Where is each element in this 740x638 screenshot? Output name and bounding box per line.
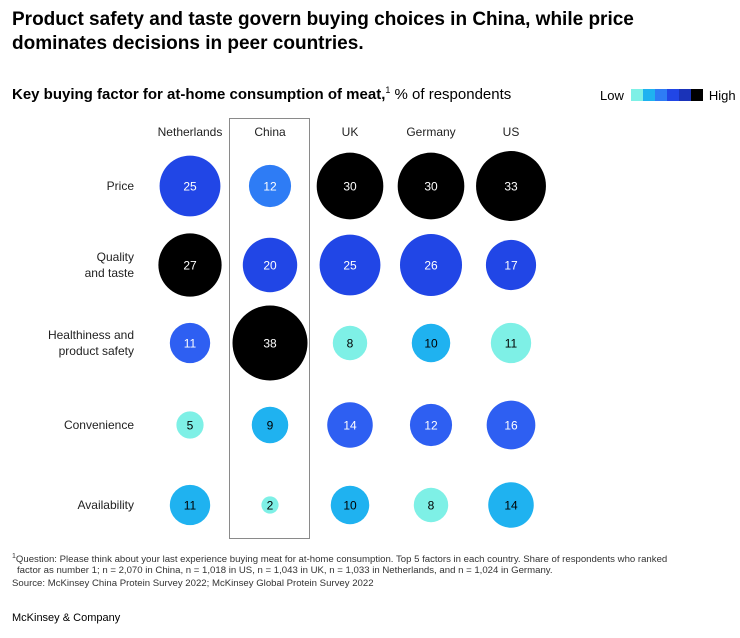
bubble-value-germany-0: 30 [424, 180, 438, 194]
bubble-value-china-2: 38 [263, 337, 277, 351]
source-note: Source: McKinsey China Protein Survey 20… [12, 578, 374, 589]
column-header-germany: Germany [406, 125, 455, 139]
bubble-us-1 [485, 239, 537, 291]
bubble-germany-2 [411, 323, 451, 363]
bubble-germany-1 [399, 233, 463, 297]
bubble-uk-0 [316, 152, 384, 220]
bubble-germany-0 [397, 152, 465, 220]
bubble-uk-2 [332, 325, 368, 361]
bubble-value-uk-2: 8 [347, 337, 354, 351]
bubble-value-netherlands-3: 5 [187, 419, 194, 433]
legend-swatch-1 [630, 89, 643, 101]
brand-name: McKinsey & Company [12, 612, 121, 624]
bubble-netherlands-4 [169, 484, 211, 526]
subtitle-footnote-marker: 1 [385, 85, 391, 95]
headline: Product safety and taste govern buying c… [12, 9, 634, 54]
bubble-value-netherlands-4: 11 [184, 499, 197, 513]
row-label-4: Availability [78, 498, 134, 512]
bubble-value-us-2: 11 [505, 337, 518, 351]
bubble-germany-3 [409, 403, 453, 447]
bubble-china-1 [242, 237, 298, 293]
bubble-uk-4 [330, 485, 370, 525]
bubble-china-0 [248, 164, 292, 208]
footnote-line-2: factor as number 1; n = 2,070 in China, … [17, 565, 553, 576]
bubble-netherlands-2 [169, 322, 211, 364]
column-header-uk: UK [342, 125, 359, 139]
footnote: 1Question: Please think about your last … [12, 552, 727, 576]
color-legend: Low High [600, 87, 736, 103]
bubble-value-germany-2: 10 [424, 337, 438, 351]
bubble-netherlands-1 [158, 233, 222, 297]
bubble-us-4 [488, 482, 534, 528]
row-label-1: Quality and taste [85, 250, 135, 280]
highlight-frame-china [229, 118, 310, 539]
legend-swatch-4 [666, 89, 679, 101]
legend-swatch-2 [642, 89, 655, 101]
legend-high-label: High [708, 87, 736, 103]
bubble-us-2 [490, 322, 532, 364]
footnote-line-1: Question: Please think about your last e… [15, 554, 668, 565]
legend-swatch-6 [690, 89, 703, 101]
chart-subtitle: Key buying factor for at-home consumptio… [12, 85, 512, 104]
legend-low-label: Low [600, 87, 624, 103]
bubble-uk-1 [319, 234, 381, 296]
bubble-value-us-0: 33 [504, 180, 518, 194]
row-label-2: Healthiness and product safety [48, 328, 134, 358]
bubble-value-china-0: 12 [263, 180, 277, 194]
legend-swatch-3 [654, 89, 667, 101]
bubble-value-us-1: 17 [504, 259, 518, 273]
subtitle-unit: % of respondents [390, 86, 512, 103]
bubble-china-4 [261, 496, 279, 514]
bubble-value-uk-1: 25 [343, 259, 357, 273]
bubble-value-netherlands-2: 11 [184, 337, 197, 351]
bubble-value-china-3: 9 [267, 419, 274, 433]
bubble-us-0 [476, 151, 546, 221]
bubble-value-us-4: 14 [504, 499, 518, 513]
column-header-us: US [503, 125, 520, 139]
bubble-value-china-4: 2 [267, 499, 274, 513]
bubble-germany-4 [413, 487, 449, 523]
subtitle-strong: Key buying factor for at-home consumptio… [12, 86, 386, 103]
bubble-value-uk-4: 10 [343, 499, 357, 513]
bubble-netherlands-0 [159, 155, 221, 217]
bubble-value-uk-0: 30 [343, 180, 357, 194]
column-header-china: China [254, 125, 286, 139]
legend-swatch-5 [678, 89, 691, 101]
bubble-value-germany-3: 12 [424, 419, 438, 433]
bubble-value-us-3: 16 [504, 419, 518, 433]
bubble-value-netherlands-1: 27 [183, 259, 197, 273]
bubble-netherlands-3 [176, 411, 204, 439]
bubble-value-germany-4: 8 [428, 499, 435, 513]
row-label-3: Convenience [64, 418, 134, 432]
bubble-value-germany-1: 26 [424, 259, 438, 273]
bubble-value-china-1: 20 [263, 259, 277, 273]
bubble-value-netherlands-0: 25 [183, 180, 197, 194]
column-header-netherlands: Netherlands [158, 125, 223, 139]
row-label-0: Price [107, 179, 135, 193]
bubble-value-uk-3: 14 [343, 419, 357, 433]
bubble-china-3 [251, 406, 289, 444]
bubble-uk-3 [327, 402, 373, 448]
bubble-us-3 [486, 400, 536, 450]
footnote-marker: 1 [12, 552, 16, 560]
bubble-china-2 [232, 305, 308, 381]
